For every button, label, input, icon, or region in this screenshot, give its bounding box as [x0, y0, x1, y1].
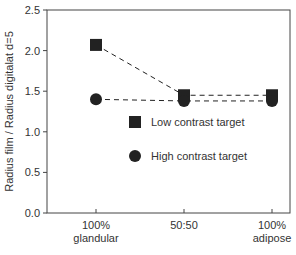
series-line [96, 45, 272, 95]
y-tick [43, 213, 47, 214]
x-tick [96, 209, 97, 213]
series-marker [178, 95, 190, 107]
y-tick-label: 1.0 [25, 126, 40, 138]
y-tick-label: 2.5 [25, 4, 40, 16]
y-axis-label: Radius film / Radius digitalat d=5 [3, 31, 15, 192]
y-tick [43, 91, 47, 92]
legend-label: High contrast target [151, 150, 247, 162]
y-tick [43, 131, 47, 132]
series-marker [90, 39, 102, 51]
y-tick-label: 2.0 [25, 45, 40, 57]
y-tick-label: 0.5 [25, 166, 40, 178]
legend-label: Low contrast target [151, 116, 245, 128]
legend: Low contrast target High contrast target [129, 116, 247, 162]
x-tick-label: 50:50 [170, 219, 198, 231]
y-tick [43, 10, 47, 11]
legend-marker [129, 150, 141, 162]
y-tick [43, 172, 47, 173]
y-tick [43, 50, 47, 51]
y-tick-label: 0.0 [25, 207, 40, 219]
x-tick-label: 100%adipose [253, 219, 292, 244]
series-marker [90, 93, 102, 105]
legend-marker [129, 116, 141, 128]
y-tick-label: 1.5 [25, 85, 40, 97]
plot-frame [47, 10, 290, 213]
x-tick [184, 209, 185, 213]
chart-svg: 0.0 0.5 1.0 1.5 2.0 2.5 Radius film / Radius d… [0, 0, 296, 255]
series-marker [266, 95, 278, 107]
x-tick-label: 100%glandular [73, 219, 119, 244]
x-tick [272, 209, 273, 213]
plot-area [90, 39, 278, 107]
chart-root: 0.0 0.5 1.0 1.5 2.0 2.5 Radius film / Radius d… [0, 0, 296, 255]
